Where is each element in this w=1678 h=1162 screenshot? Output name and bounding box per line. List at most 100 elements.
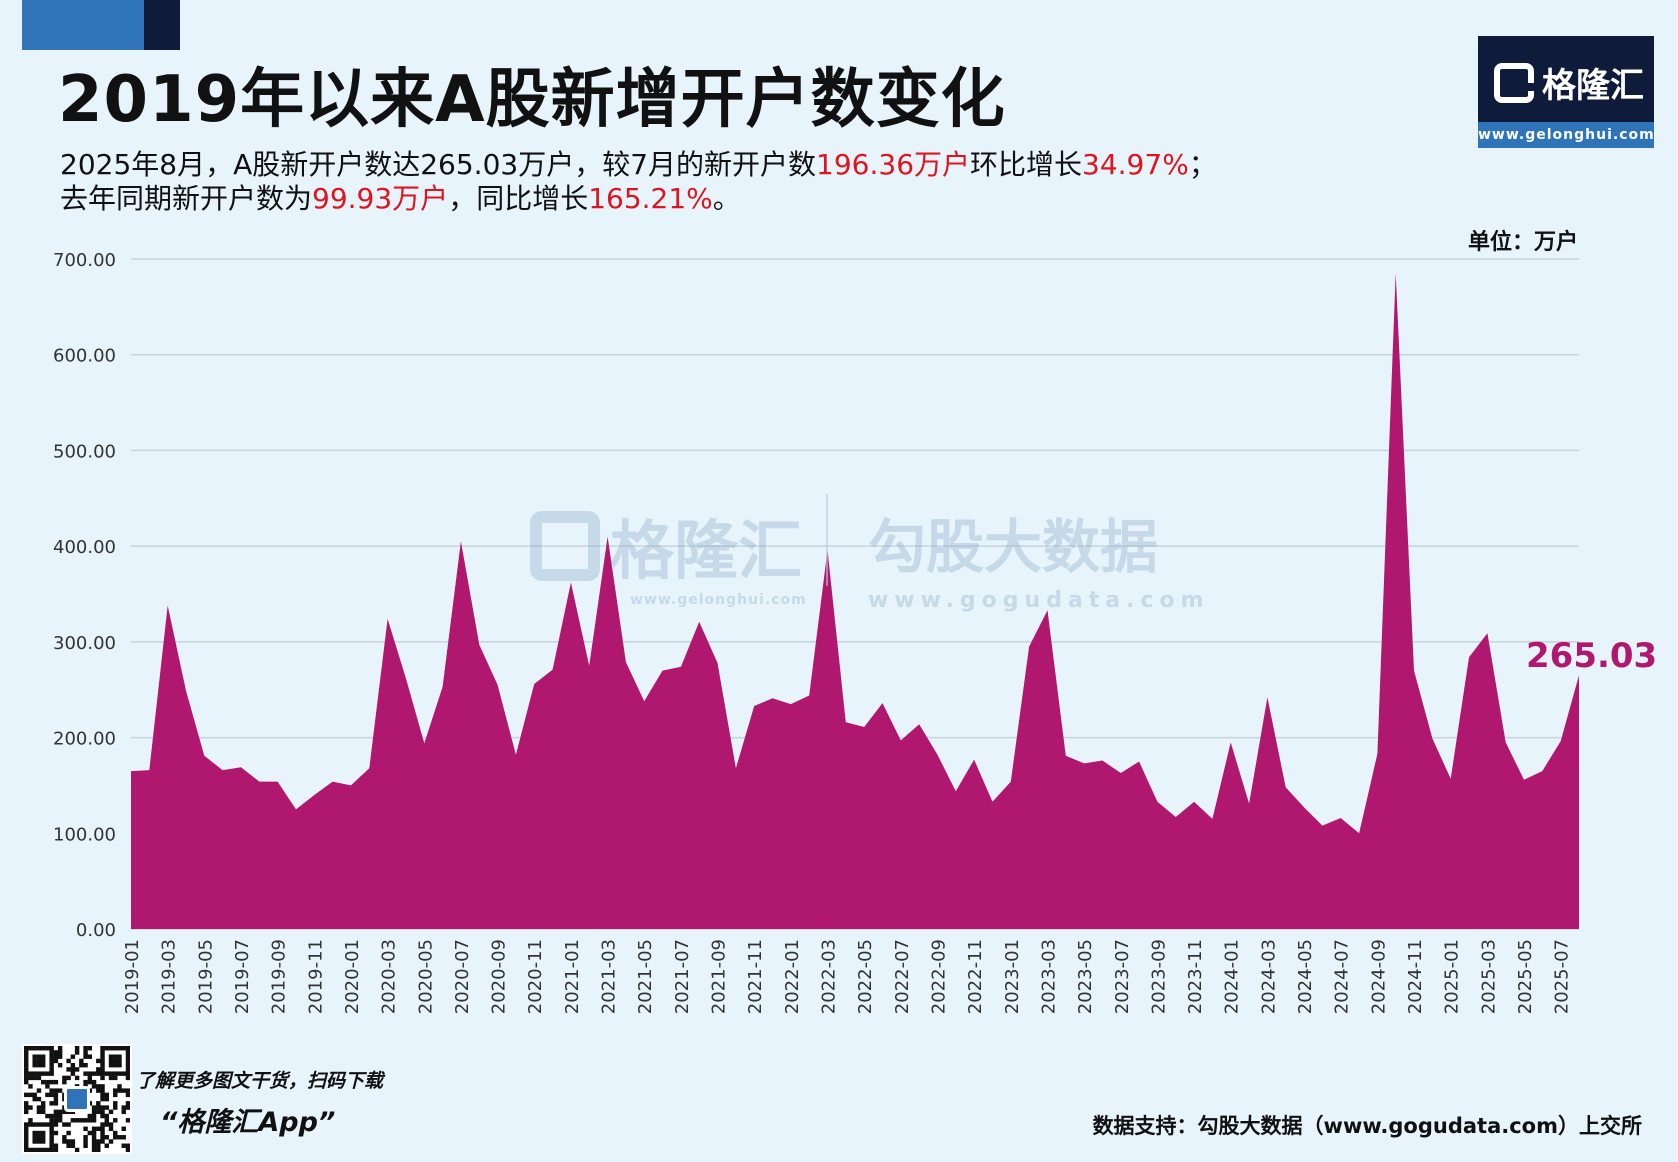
qr-module bbox=[62, 1075, 67, 1081]
qr-module bbox=[91, 1084, 97, 1089]
subtitle-text: 2025年8月，A股新开户数达265.03万户，较7月的新开户数 bbox=[60, 148, 817, 181]
qr-module bbox=[45, 1046, 50, 1051]
qr-module bbox=[113, 1105, 118, 1110]
qr-module bbox=[96, 1084, 101, 1089]
x-tick-label: 2022-03 bbox=[819, 939, 840, 1014]
qr-module bbox=[70, 1067, 76, 1072]
qr-module bbox=[40, 1071, 46, 1076]
qr-module bbox=[49, 1050, 54, 1055]
qr-module bbox=[24, 1135, 29, 1140]
qr-module bbox=[113, 1118, 118, 1123]
qr-module bbox=[24, 1101, 29, 1106]
qr-module bbox=[24, 1109, 29, 1115]
qr-module bbox=[79, 1118, 84, 1123]
qr-module bbox=[113, 1088, 118, 1093]
qr-module bbox=[100, 1096, 105, 1102]
qr-module bbox=[32, 1046, 37, 1051]
qr-module bbox=[87, 1054, 93, 1059]
qr-module bbox=[104, 1046, 109, 1051]
x-tick-label: 2021-05 bbox=[635, 939, 656, 1014]
qr-module bbox=[24, 1075, 29, 1081]
brand-logo: 格隆汇 www.gelonghui.com bbox=[1478, 36, 1654, 148]
y-tick-label: 600.00 bbox=[53, 346, 116, 367]
qr-module bbox=[100, 1046, 105, 1051]
qr-module bbox=[32, 1130, 37, 1136]
qr-module bbox=[32, 1147, 37, 1153]
qr-module bbox=[32, 1058, 37, 1064]
qr-module bbox=[57, 1054, 63, 1059]
x-tick-label: 2024-03 bbox=[1258, 939, 1279, 1014]
qr-module bbox=[24, 1126, 29, 1131]
watermark-gelonghui: 格隆汇 www.gelonghui.com bbox=[530, 500, 807, 608]
qr-module bbox=[24, 1046, 29, 1051]
x-tick-label: 2023-05 bbox=[1075, 939, 1096, 1014]
qr-module bbox=[108, 1058, 114, 1064]
qr-module bbox=[121, 1126, 126, 1131]
qr-module bbox=[125, 1058, 131, 1064]
area-chart: 0.00 100.00 200.00 300.00 400.00 500.00 600.00… bbox=[53, 250, 1579, 1014]
qr-module bbox=[125, 1105, 131, 1110]
y-tick-label: 700.00 bbox=[53, 250, 116, 271]
qr-module bbox=[49, 1135, 54, 1140]
qr-module bbox=[49, 1054, 54, 1059]
qr-module bbox=[125, 1046, 131, 1051]
qr-module bbox=[40, 1122, 46, 1127]
qr-module bbox=[57, 1050, 63, 1055]
qr-module bbox=[91, 1118, 97, 1123]
qr-module bbox=[57, 1062, 63, 1068]
qr-module bbox=[121, 1135, 126, 1140]
qr-module bbox=[24, 1139, 29, 1144]
y-tick-label: 200.00 bbox=[53, 729, 116, 750]
qr-module bbox=[49, 1118, 54, 1123]
x-tick-label: 2023-03 bbox=[1038, 939, 1059, 1014]
qr-module bbox=[28, 1092, 33, 1098]
qr-module bbox=[36, 1054, 42, 1059]
qr-module bbox=[40, 1054, 46, 1059]
x-tick-label: 2023-09 bbox=[1148, 939, 1169, 1014]
qr-module bbox=[108, 1126, 114, 1131]
subtitle-text: 环比增长 bbox=[970, 148, 1083, 181]
qr-module bbox=[91, 1105, 97, 1110]
qr-module bbox=[96, 1067, 101, 1072]
qr-logo-icon bbox=[64, 1086, 90, 1112]
promo-text: 了解更多图文干货，扫码下载 bbox=[136, 1070, 384, 1092]
qr-module bbox=[83, 1139, 88, 1144]
qr-module bbox=[40, 1135, 46, 1140]
qr-module bbox=[91, 1139, 97, 1144]
qr-code[interactable] bbox=[22, 1044, 132, 1154]
qr-module bbox=[91, 1135, 97, 1140]
qr-module bbox=[121, 1109, 126, 1115]
area-layer bbox=[131, 273, 1579, 929]
qr-module bbox=[32, 1135, 37, 1140]
qr-module bbox=[108, 1046, 114, 1051]
qr-module bbox=[91, 1079, 97, 1085]
qr-module bbox=[70, 1118, 76, 1123]
qr-module bbox=[49, 1139, 54, 1144]
qr-module bbox=[96, 1058, 101, 1064]
qr-module bbox=[24, 1050, 29, 1055]
qr-module bbox=[66, 1130, 71, 1136]
x-tick-label: 2021-07 bbox=[672, 939, 693, 1014]
qr-module bbox=[53, 1143, 59, 1148]
qr-module bbox=[57, 1046, 63, 1051]
qr-module bbox=[100, 1071, 105, 1076]
qr-module bbox=[100, 1113, 105, 1119]
qr-module bbox=[32, 1075, 37, 1081]
x-tick-label: 2020-07 bbox=[452, 939, 473, 1014]
qr-module bbox=[24, 1062, 29, 1068]
qr-module bbox=[53, 1113, 59, 1119]
qr-module bbox=[70, 1062, 76, 1068]
qr-module bbox=[100, 1075, 105, 1081]
qr-module bbox=[53, 1096, 59, 1102]
watermark-divider bbox=[826, 494, 828, 586]
qr-module bbox=[108, 1075, 114, 1081]
x-tick-label: 2020-03 bbox=[379, 939, 400, 1014]
qr-module bbox=[91, 1143, 97, 1148]
qr-module bbox=[53, 1079, 59, 1085]
qr-module bbox=[53, 1109, 59, 1115]
x-tick-label: 2023-07 bbox=[1112, 939, 1133, 1014]
qr-module bbox=[100, 1135, 105, 1140]
qr-module bbox=[104, 1135, 109, 1140]
qr-module bbox=[83, 1135, 88, 1140]
x-tick-label: 2021-01 bbox=[562, 939, 583, 1014]
